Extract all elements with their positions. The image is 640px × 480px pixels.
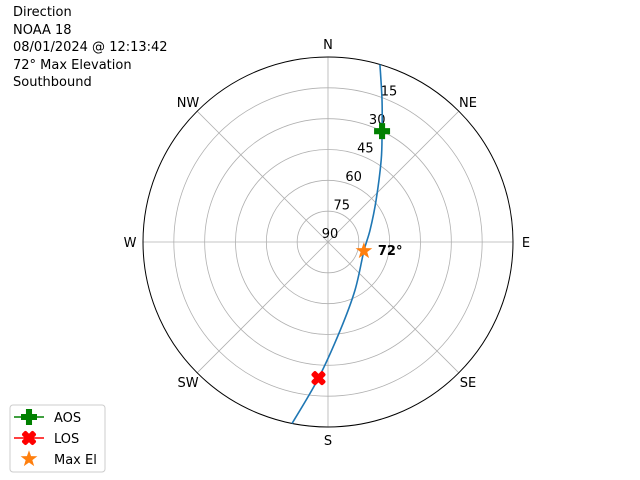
title-line-direction: Southbound — [13, 75, 92, 90]
track-line — [291, 64, 384, 424]
legend-marker-los — [22, 431, 36, 445]
title-line-max-elevation: 72° Max Elevation — [13, 57, 132, 73]
max-elevation-annotation: 72° — [378, 244, 403, 259]
direction-label: E — [522, 236, 530, 251]
direction-label: N — [323, 38, 333, 53]
legend: AOS LOS Max El — [9, 404, 106, 473]
marker-los — [311, 371, 326, 386]
legend-frame — [9, 404, 106, 473]
legend-label: AOS — [54, 411, 81, 426]
legend-marker-los-stroke — [22, 431, 36, 445]
title-line-heading: Direction — [13, 5, 72, 20]
radial-tick-label: 15 — [381, 85, 398, 100]
radial-tick-label: 60 — [345, 170, 362, 185]
chart-title: Direction NOAA 18 08/01/2024 @ 12:13:42 … — [13, 4, 168, 92]
direction-label: NW — [177, 96, 200, 111]
direction-label: NE — [459, 96, 477, 111]
direction-label: SE — [460, 376, 476, 391]
marker-max-el — [355, 242, 373, 259]
grid-spoke — [327, 110, 460, 243]
legend-marker-aos — [21, 409, 37, 425]
radial-tick-label: 90 — [322, 227, 339, 242]
legend-marker-max-el — [20, 450, 38, 467]
title-line-datetime: 08/01/2024 @ 12:13:42 — [13, 40, 168, 55]
outer-frame — [142, 56, 514, 428]
legend-label: Max El — [54, 453, 97, 468]
direction-label: S — [324, 434, 332, 449]
radial-tick-label: 45 — [357, 142, 374, 157]
grid-spoke — [196, 110, 329, 243]
direction-label: SW — [177, 376, 198, 391]
marker-aos — [374, 123, 391, 140]
marker-los-stroke — [311, 371, 326, 386]
legend-label: LOS — [54, 432, 79, 447]
title-line-satellite: NOAA 18 — [13, 22, 72, 38]
grid-spoke — [327, 241, 460, 374]
direction-label: W — [124, 236, 137, 251]
radial-tick-label: 75 — [334, 199, 351, 214]
grid-spoke — [196, 241, 329, 374]
